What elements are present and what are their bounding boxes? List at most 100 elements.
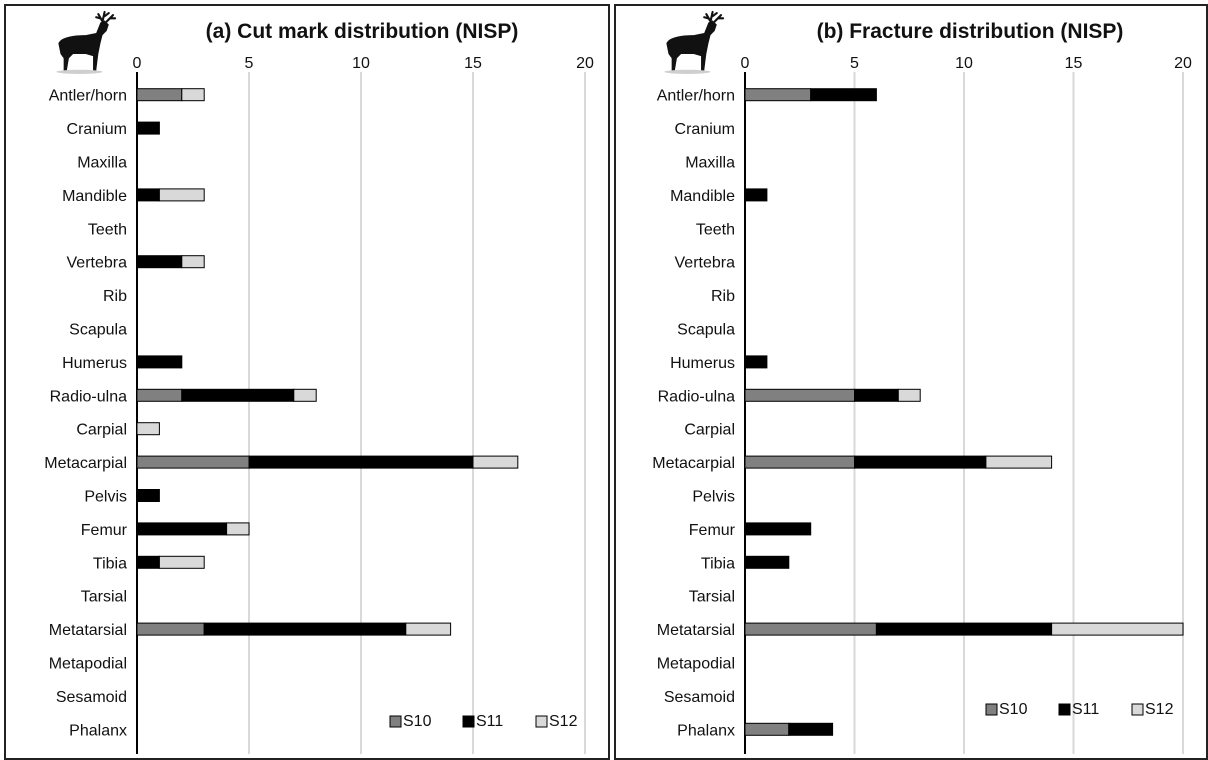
bar-s11-metatarsial bbox=[203, 622, 407, 636]
category-label-cranium: Cranium bbox=[675, 121, 735, 138]
legend-label-s12: S12 bbox=[1145, 701, 1174, 718]
bar-s10-antler-horn bbox=[136, 88, 183, 102]
bar-s12-tibia bbox=[158, 555, 205, 569]
category-label-pelvis: Pelvis bbox=[692, 489, 735, 506]
category-label-rib: Rib bbox=[711, 288, 735, 305]
category-label-phalanx: Phalanx bbox=[677, 722, 735, 739]
x-tick-label: 5 bbox=[245, 55, 254, 72]
bar-s11-tibia bbox=[744, 555, 790, 569]
category-label-metacarpial: Metacarpial bbox=[652, 455, 735, 472]
category-label-vertebra: Vertebra bbox=[67, 255, 128, 272]
category-label-carpial: Carpial bbox=[684, 422, 735, 439]
category-label-vertebra: Vertebra bbox=[675, 255, 736, 272]
category-label-femur: Femur bbox=[81, 522, 128, 539]
bar-s11-metacarpial bbox=[248, 455, 474, 469]
bar-s12-metacarpial bbox=[985, 455, 1053, 469]
category-label-maxilla: Maxilla bbox=[685, 155, 735, 172]
bar-s10-metacarpial bbox=[136, 455, 250, 469]
x-tick-label: 10 bbox=[955, 55, 973, 72]
category-label-humerus: Humerus bbox=[62, 355, 127, 372]
category-label-radio-ulna: Radio-ulna bbox=[50, 388, 127, 405]
bar-s10-radio-ulna bbox=[136, 388, 183, 402]
category-label-metatarsial: Metatarsial bbox=[657, 622, 735, 639]
chart-svg-fractures: (b) Fracture distribution (NISP) 0 5 10 15 20… bbox=[652, 10, 1192, 754]
category-label-scapula: Scapula bbox=[677, 322, 735, 339]
category-label-sesamoid: Sesamoid bbox=[664, 689, 735, 706]
deer-silhouette-icon bbox=[664, 10, 725, 74]
category-label-femur: Femur bbox=[689, 522, 736, 539]
x-tick-label: 0 bbox=[741, 55, 750, 72]
bar-s11-femur bbox=[744, 522, 812, 536]
category-label-humerus: Humerus bbox=[670, 355, 735, 372]
category-label-metapodial: Metapodial bbox=[49, 656, 127, 673]
bar-s11-pelvis bbox=[136, 489, 160, 502]
bar-s11-mandible bbox=[136, 188, 160, 202]
chart-title: (b) Fracture distribution (NISP) bbox=[817, 20, 1124, 43]
category-label-carpial: Carpial bbox=[76, 422, 127, 439]
bar-s12-vertebra bbox=[181, 255, 205, 269]
category-label-tibia: Tibia bbox=[701, 555, 735, 572]
legend-swatch-s12 bbox=[535, 715, 548, 728]
category-label-mandible: Mandible bbox=[670, 188, 735, 205]
legend-swatch-s10 bbox=[985, 703, 998, 716]
chart-panel-fractures: (b) Fracture distribution (NISP) 0 5 10 15 20… bbox=[614, 4, 1208, 760]
bar-s11-radio-ulna bbox=[854, 388, 899, 402]
bar-s11-metacarpial bbox=[854, 455, 987, 469]
bar-s10-metatarsial bbox=[136, 622, 205, 636]
bar-s11-phalanx bbox=[788, 722, 834, 736]
category-label-rib: Rib bbox=[103, 288, 127, 305]
bar-s12-metatarsial bbox=[1051, 622, 1184, 636]
legend-swatch-s11 bbox=[1058, 703, 1071, 716]
x-tick-label: 10 bbox=[352, 55, 370, 72]
bar-s11-metatarsial bbox=[875, 622, 1053, 636]
bar-s12-carpial bbox=[136, 422, 160, 436]
bar-s12-mandible bbox=[158, 188, 205, 202]
category-label-scapula: Scapula bbox=[69, 322, 127, 339]
category-label-tarsial: Tarsial bbox=[689, 589, 735, 606]
x-tick-label: 20 bbox=[576, 55, 594, 72]
legend-swatch-s10 bbox=[389, 715, 402, 728]
bar-s11-antler-horn bbox=[810, 88, 877, 102]
category-label-antler-horn: Antler/horn bbox=[49, 88, 127, 105]
x-tick-label: 0 bbox=[133, 55, 142, 72]
chart-title: (a) Cut mark distribution (NISP) bbox=[206, 20, 519, 43]
bar-s10-radio-ulna bbox=[744, 388, 855, 402]
bar-s11-vertebra bbox=[136, 255, 183, 269]
category-label-maxilla: Maxilla bbox=[77, 155, 127, 172]
category-label-radio-ulna: Radio-ulna bbox=[658, 388, 735, 405]
x-tick-label: 20 bbox=[1174, 55, 1192, 72]
bar-s11-radio-ulna bbox=[181, 388, 295, 402]
category-label-teeth: Teeth bbox=[88, 221, 127, 238]
legend-label-s11: S11 bbox=[1072, 701, 1099, 718]
bar-s10-metatarsial bbox=[744, 622, 877, 636]
category-label-metapodial: Metapodial bbox=[657, 656, 735, 673]
bar-s12-metatarsial bbox=[405, 622, 452, 636]
legend-swatch-s12 bbox=[1131, 703, 1144, 716]
bar-s11-humerus bbox=[744, 355, 768, 369]
category-label-metacarpial: Metacarpial bbox=[44, 455, 127, 472]
category-label-cranium: Cranium bbox=[67, 121, 127, 138]
x-tick-label: 15 bbox=[1065, 55, 1083, 72]
category-label-mandible: Mandible bbox=[62, 188, 127, 205]
bar-s11-femur bbox=[136, 522, 228, 536]
category-label-sesamoid: Sesamoid bbox=[56, 689, 127, 706]
legend-label-s10: S10 bbox=[999, 701, 1028, 718]
category-label-antler-horn: Antler/horn bbox=[657, 88, 735, 105]
bar-s10-phalanx bbox=[744, 722, 790, 736]
category-label-pelvis: Pelvis bbox=[84, 489, 127, 506]
chart-svg-cut-marks: (a) Cut mark distribution (NISP) 0 5 10 15 20… bbox=[44, 10, 594, 754]
bar-s11-mandible bbox=[744, 188, 768, 202]
x-tick-label: 15 bbox=[464, 55, 482, 72]
category-label-metatarsial: Metatarsial bbox=[49, 622, 127, 639]
bar-s12-radio-ulna bbox=[293, 388, 317, 402]
bar-s10-antler-horn bbox=[744, 88, 812, 102]
bar-s12-radio-ulna bbox=[897, 388, 921, 402]
chart-panel-cut-marks: (a) Cut mark distribution (NISP) 0 5 10 15 20… bbox=[4, 4, 610, 760]
category-label-tibia: Tibia bbox=[93, 555, 127, 572]
bar-s10-metacarpial bbox=[744, 455, 855, 469]
legend-swatch-s11 bbox=[462, 715, 475, 728]
bar-s11-humerus bbox=[136, 355, 183, 369]
deer-silhouette-icon bbox=[56, 10, 117, 74]
legend-label-s11: S11 bbox=[476, 713, 503, 730]
bar-s11-tibia bbox=[136, 555, 160, 569]
